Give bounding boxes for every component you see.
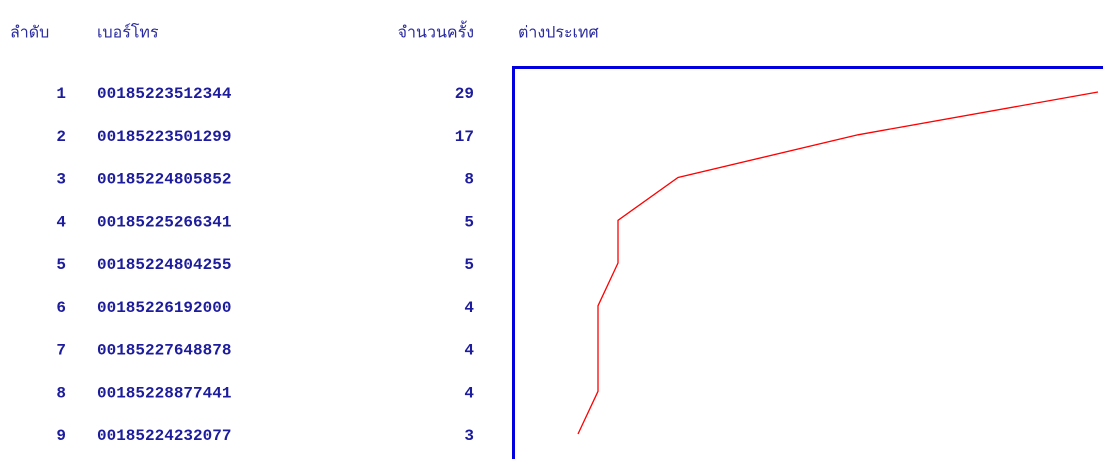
count: 5: [464, 256, 474, 274]
phone: 00185223512344: [97, 85, 232, 103]
rank: 2: [56, 128, 66, 146]
header-count: จำนวนครั้ง: [398, 21, 474, 42]
phone: 00185228877441: [97, 384, 231, 402]
count-line: [577, 91, 1099, 435]
rank: 6: [56, 299, 66, 317]
rank: 7: [56, 342, 66, 360]
header-foreign: ต่างประเทศ: [518, 23, 599, 42]
chart-frame: [512, 66, 1103, 459]
rank: 1: [56, 85, 66, 103]
header-rank: ลำดับ: [10, 23, 49, 42]
rank: 4: [56, 213, 66, 231]
count: 8: [464, 171, 474, 189]
phone: 00185224232077: [97, 427, 231, 445]
phone: 00185226192000: [97, 299, 231, 317]
phone: 00185225266341: [97, 213, 231, 231]
rank: 5: [56, 256, 66, 274]
count: 4: [464, 299, 474, 317]
count: 5: [464, 213, 474, 231]
count: 4: [464, 384, 474, 402]
phone: 00185224805852: [97, 171, 231, 189]
count: 17: [455, 128, 474, 146]
rank: 3: [56, 171, 66, 189]
count: 29: [455, 85, 474, 103]
count: 4: [464, 342, 474, 360]
phone: 00185227648878: [97, 342, 231, 360]
phone: 00185224804255: [97, 256, 231, 274]
count: 3: [464, 427, 474, 445]
phone: 00185223501299: [97, 128, 231, 146]
header-phone: เบอร์โทร: [97, 23, 159, 42]
rank: 8: [56, 384, 66, 402]
rank: 9: [56, 427, 66, 445]
